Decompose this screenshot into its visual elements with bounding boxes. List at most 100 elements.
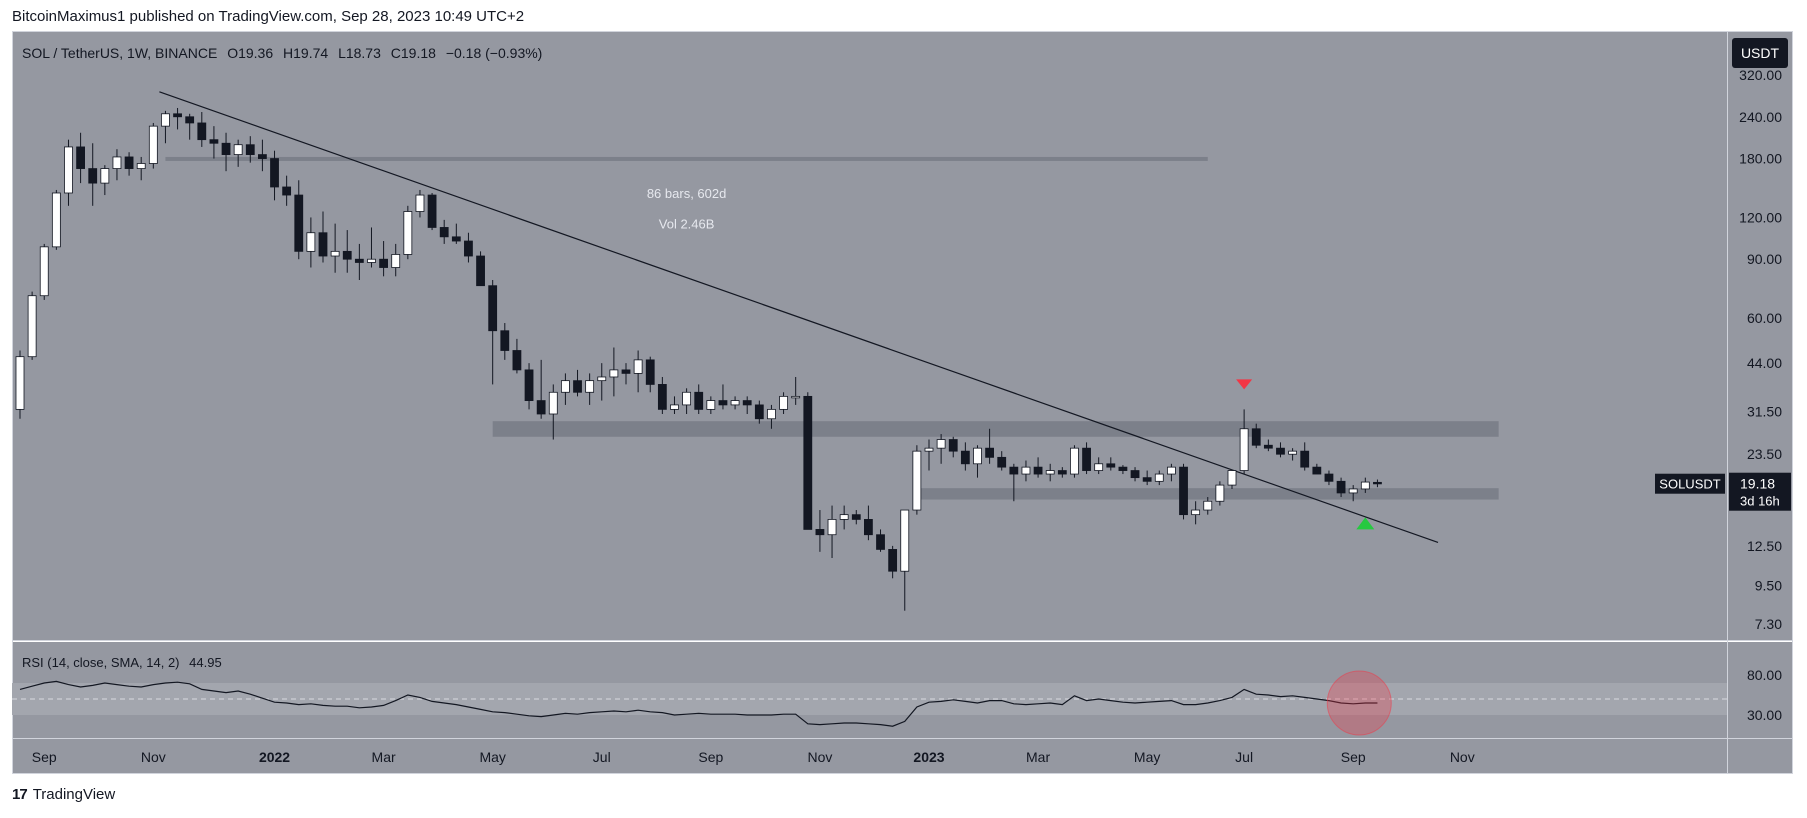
candle-body-up <box>1167 466 1176 475</box>
candle <box>621 363 631 385</box>
candle-body-down <box>1300 450 1310 468</box>
price-axis[interactable] <box>1727 31 1793 640</box>
candle-body-down <box>464 240 473 257</box>
legend-low: L18.73 <box>338 45 381 61</box>
rsi-line <box>19 680 1378 727</box>
price-tick-label: 60.00 <box>1747 310 1782 326</box>
candle <box>1179 463 1188 520</box>
horizontal-zone[interactable] <box>916 488 1499 500</box>
candle <box>173 107 182 130</box>
time-tick-label: May <box>479 749 505 765</box>
candle-body-down <box>742 400 752 406</box>
candle-body-up <box>730 400 740 406</box>
candle-body-down <box>1033 466 1043 475</box>
candle <box>1094 457 1104 475</box>
time-axis[interactable] <box>12 738 1793 774</box>
candle-body-down <box>427 194 437 228</box>
candle-body-down <box>876 534 885 550</box>
candle <box>1251 423 1261 449</box>
candle <box>197 112 207 147</box>
candle-body-up <box>936 439 946 449</box>
candle-body-down <box>1009 466 1019 475</box>
descending-trendline[interactable] <box>159 91 1439 544</box>
candle-body-up <box>548 391 558 415</box>
candle-body-up <box>136 163 146 169</box>
candle <box>682 388 691 414</box>
legend-close: C19.18 <box>391 45 436 61</box>
candle-body-down <box>536 400 546 415</box>
candle-body-up <box>148 125 158 164</box>
candle-body-down <box>76 146 85 169</box>
rsi-tick-label: 30.00 <box>1747 707 1782 723</box>
candle-body-down <box>864 519 873 536</box>
currency-button[interactable]: USDT <box>1732 38 1788 68</box>
rsi-value: 44.95 <box>189 655 222 670</box>
legend-symbol[interactable]: SOL / TetherUS, 1W, BINANCE <box>22 45 217 61</box>
legend-open: O19.36 <box>227 45 273 61</box>
candle <box>88 143 98 206</box>
candle <box>415 189 425 218</box>
candle <box>1118 465 1128 475</box>
candle-body-down <box>888 549 898 572</box>
rsi-highlight-circle[interactable] <box>1326 670 1392 736</box>
main-panel[interactable] <box>12 31 1727 640</box>
candle-body-down <box>1106 463 1116 468</box>
candle <box>51 189 61 250</box>
candle-body-up <box>779 395 788 410</box>
price-tick-label: 12.50 <box>1747 538 1782 554</box>
candle-body-down <box>124 156 134 169</box>
candle <box>124 152 134 176</box>
candle-body-up <box>330 250 340 257</box>
candle <box>488 279 498 385</box>
candle <box>185 113 195 140</box>
ohlc-legend: SOL / TetherUS, 1W, BINANCE O19.36 H19.7… <box>22 45 542 61</box>
candle-body-down <box>1142 477 1152 482</box>
candle-body-up <box>161 113 170 127</box>
price-tick-label: 44.00 <box>1747 355 1782 371</box>
price-tick-label: 120.00 <box>1739 209 1782 225</box>
candle-body-down <box>1118 466 1128 471</box>
trendline-layer <box>159 91 1439 544</box>
candle <box>318 211 328 263</box>
tradingview-logo[interactable]: 17 TradingView <box>12 786 115 803</box>
candle <box>391 243 401 277</box>
horizontal-zone[interactable] <box>165 156 1208 161</box>
horizontal-zone[interactable] <box>492 421 1499 437</box>
price-axis-labels: 320.00 240.00 180.00 120.00 90.00 60.00 44.00 3… <box>1739 67 1782 632</box>
candle-body-up <box>1360 481 1370 490</box>
candle <box>597 363 607 401</box>
candle <box>221 132 231 172</box>
candle <box>403 205 413 260</box>
candle <box>1142 470 1152 486</box>
candle <box>585 373 595 405</box>
rsi-axis <box>1727 642 1793 738</box>
candle <box>270 150 279 201</box>
time-tick-label: Nov <box>807 749 832 765</box>
candle <box>100 165 110 196</box>
candle-body-down <box>379 258 389 268</box>
candle-body-down <box>488 285 498 332</box>
red-down-arrow[interactable] <box>1236 379 1253 390</box>
candle-body-down <box>476 255 485 287</box>
candle-body-down <box>1179 466 1188 516</box>
candle <box>851 510 861 525</box>
rsi-label[interactable]: RSI (14, close, SMA, 14, 2) <box>22 655 180 670</box>
time-tick-label: Nov <box>1450 749 1475 765</box>
candle-body-down <box>451 236 461 242</box>
price-tick-label: 23.50 <box>1747 446 1782 462</box>
green-up-arrow[interactable] <box>1356 517 1375 530</box>
candle <box>306 217 316 268</box>
candle <box>1215 481 1225 506</box>
candle <box>1276 442 1285 458</box>
candle-body-down <box>354 258 364 263</box>
candle <box>779 392 788 414</box>
candle <box>767 404 776 429</box>
time-tick-label: Mar <box>1026 749 1050 765</box>
candle <box>924 439 934 471</box>
candle <box>997 451 1007 471</box>
candle-body-up <box>706 400 716 410</box>
candle-body-down <box>173 113 182 118</box>
candle <box>742 396 752 414</box>
candle <box>1312 463 1322 475</box>
